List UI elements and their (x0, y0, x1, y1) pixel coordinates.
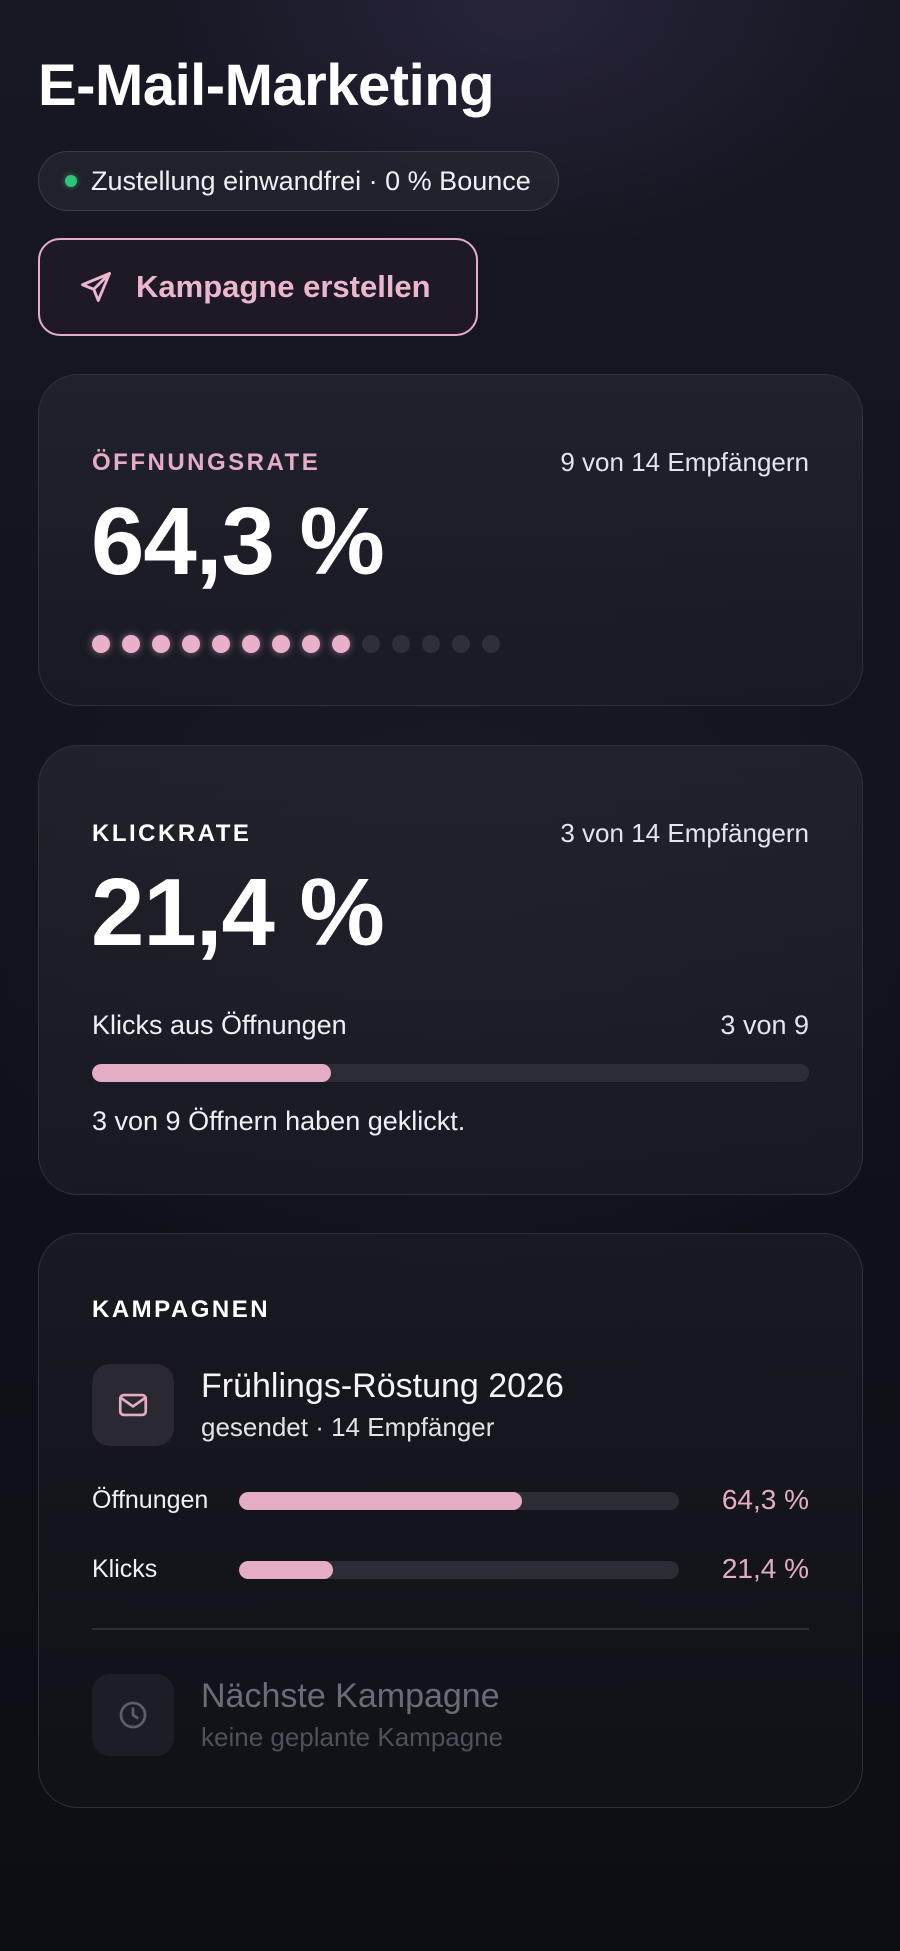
campaign-opens-fill (239, 1492, 522, 1510)
campaign-item-next: Nächste Kampagne keine geplante Kampagne (92, 1674, 503, 1756)
clicks-note: 3 von 9 Öffnern haben geklickt. (92, 1106, 466, 1136)
open-rate-dot (122, 635, 140, 653)
campaign-clicks-value: 21,4 % (721, 1553, 809, 1584)
open-rate-dot (182, 635, 200, 653)
delivery-status-text: Zustellung einwandfrei · 0 % Bounce (91, 165, 531, 196)
clicks-from-opens-track (92, 1064, 809, 1082)
next-campaign-subtitle: keine geplante Kampagne (201, 1722, 504, 1752)
clicks-from-opens-count: 3 von 9 (720, 1010, 809, 1040)
open-rate-dot (272, 635, 290, 653)
open-rate-dot (302, 635, 320, 653)
campaign-icon-box (92, 1364, 174, 1446)
campaign-clicks-track (239, 1561, 679, 1579)
open-rate-dot (92, 635, 110, 653)
campaigns-card: KAMPAGNEN Frühlings-Röstung 2026 gesende… (38, 1233, 863, 1808)
campaign-opens-label: Öffnungen (92, 1486, 209, 1514)
clicks-from-opens-fill (92, 1064, 331, 1082)
next-campaign-title: Nächste Kampagne (201, 1677, 500, 1715)
campaign-opens-track (239, 1492, 679, 1510)
mail-icon (118, 1393, 148, 1417)
open-rate-recipients: 9 von 14 Empfängern (560, 447, 809, 477)
click-rate-recipients: 3 von 14 Empfängern (560, 818, 809, 848)
open-rate-label: ÖFFNUNGSRATE (92, 449, 321, 476)
open-rate-dot (242, 635, 260, 653)
send-icon (81, 272, 111, 302)
open-rate-card: ÖFFNUNGSRATE 9 von 14 Empfängern 64,3 % (38, 374, 863, 706)
open-rate-dot (422, 635, 440, 653)
open-rate-value: 64,3 % (91, 488, 385, 595)
create-campaign-label: Kampagne erstellen (136, 269, 431, 304)
create-campaign-button[interactable]: Kampagne erstellen (38, 238, 478, 336)
open-rate-dot (212, 635, 230, 653)
next-campaign-icon-box (92, 1674, 174, 1756)
clock-icon (119, 1701, 147, 1729)
open-rate-dot (152, 635, 170, 653)
campaign-title: Frühlings-Röstung 2026 (201, 1367, 564, 1405)
page-title: E-Mail-Marketing (38, 53, 495, 118)
campaign-divider (92, 1628, 809, 1630)
campaign-opens-value: 64,3 % (721, 1484, 809, 1515)
click-rate-label: KLICKRATE (92, 820, 252, 847)
next-campaign-text: Nächste Kampagne keine geplante Kampagne (201, 1677, 503, 1753)
open-rate-dot (332, 635, 350, 653)
campaign-subtitle: gesendet · 14 Empfänger (201, 1412, 495, 1442)
open-rate-dot (482, 635, 500, 653)
open-rate-dots (92, 635, 500, 653)
click-rate-value: 21,4 % (91, 859, 385, 966)
campaign-item-current[interactable]: Frühlings-Röstung 2026 gesendet · 14 Emp… (92, 1364, 564, 1446)
open-rate-dot (392, 635, 410, 653)
campaign-clicks-fill (239, 1561, 334, 1579)
open-rate-dot (362, 635, 380, 653)
status-dot-icon (65, 175, 77, 187)
click-rate-card: KLICKRATE 3 von 14 Empfängern 21,4 % Kli… (38, 745, 863, 1195)
campaign-clicks-label: Klicks (92, 1555, 158, 1583)
delivery-status-badge: Zustellung einwandfrei · 0 % Bounce (38, 151, 559, 211)
campaigns-label: KAMPAGNEN (92, 1296, 271, 1323)
open-rate-dot (452, 635, 470, 653)
campaign-text: Frühlings-Röstung 2026 gesendet · 14 Emp… (201, 1367, 564, 1443)
clicks-from-opens-label: Klicks aus Öffnungen (92, 1010, 347, 1040)
